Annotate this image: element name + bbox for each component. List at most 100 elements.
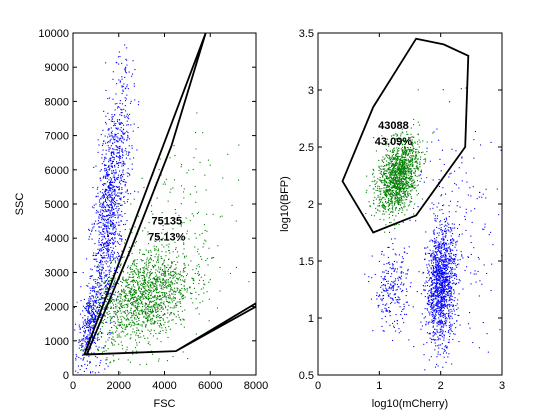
scatter-point bbox=[79, 369, 81, 371]
scatter-point bbox=[435, 302, 437, 304]
scatter-point bbox=[444, 255, 446, 257]
scatter-point bbox=[155, 306, 157, 308]
scatter-point bbox=[134, 290, 136, 292]
scatter-point bbox=[84, 332, 86, 334]
scatter-point bbox=[169, 277, 171, 279]
scatter-point bbox=[128, 319, 130, 321]
scatter-point bbox=[100, 333, 102, 335]
scatter-point bbox=[173, 268, 175, 270]
scatter-point bbox=[447, 239, 449, 241]
scatter-point bbox=[168, 291, 170, 293]
scatter-point bbox=[117, 195, 119, 197]
scatter-point bbox=[108, 269, 110, 271]
scatter-point bbox=[86, 342, 88, 344]
scatter-point bbox=[109, 193, 111, 195]
scatter-point bbox=[148, 311, 150, 313]
scatter-point bbox=[123, 83, 125, 85]
scatter-point bbox=[433, 304, 435, 306]
scatter-point bbox=[485, 197, 487, 199]
scatter-point bbox=[145, 311, 147, 313]
scatter-point bbox=[444, 236, 446, 238]
scatter-point bbox=[181, 164, 183, 166]
scatter-point bbox=[123, 133, 125, 135]
y-tick-label: 0 bbox=[63, 370, 69, 382]
scatter-point bbox=[174, 241, 176, 243]
scatter-point bbox=[473, 247, 475, 249]
scatter-point bbox=[105, 275, 107, 277]
scatter-point bbox=[434, 320, 436, 322]
scatter-point bbox=[433, 256, 435, 258]
scatter-point bbox=[193, 157, 195, 159]
scatter-point bbox=[165, 296, 167, 298]
scatter-point bbox=[148, 310, 150, 312]
scatter-point bbox=[133, 313, 135, 315]
scatter-point bbox=[138, 273, 140, 275]
scatter-point bbox=[186, 233, 188, 235]
scatter-point bbox=[442, 283, 444, 285]
scatter-point bbox=[160, 310, 162, 312]
scatter-point bbox=[98, 240, 100, 242]
scatter-point bbox=[432, 240, 434, 242]
scatter-point bbox=[438, 310, 440, 312]
scatter-point bbox=[402, 284, 404, 286]
scatter-point bbox=[437, 215, 439, 217]
scatter-point bbox=[130, 317, 132, 319]
scatter-point bbox=[125, 312, 127, 314]
scatter-point bbox=[119, 123, 121, 125]
scatter-point bbox=[118, 343, 120, 345]
scatter-point bbox=[453, 273, 455, 275]
scatter-point bbox=[156, 286, 158, 288]
scatter-point bbox=[113, 324, 115, 326]
scatter-point bbox=[440, 314, 442, 316]
scatter-point bbox=[111, 238, 113, 240]
scatter-point bbox=[153, 304, 155, 306]
scatter-point bbox=[200, 256, 202, 258]
scatter-point bbox=[117, 216, 119, 218]
scatter-point bbox=[116, 185, 118, 187]
scatter-point bbox=[444, 305, 446, 307]
scatter-point bbox=[104, 242, 106, 244]
scatter-point bbox=[157, 297, 159, 299]
scatter-point bbox=[104, 206, 106, 208]
scatter-point bbox=[83, 349, 85, 351]
scatter-point bbox=[91, 206, 93, 208]
scatter-point bbox=[144, 280, 146, 282]
scatter-point bbox=[103, 235, 105, 237]
scatter-point bbox=[147, 269, 149, 271]
scatter-point bbox=[391, 268, 393, 270]
scatter-point bbox=[126, 346, 128, 348]
scatter-point bbox=[451, 271, 453, 273]
scatter-point bbox=[158, 360, 160, 362]
scatter-point bbox=[426, 342, 428, 344]
scatter-point bbox=[111, 208, 113, 210]
scatter-point bbox=[142, 298, 144, 300]
scatter-point bbox=[393, 294, 395, 296]
scatter-point bbox=[98, 144, 100, 146]
scatter-point bbox=[100, 211, 102, 213]
scatter-point bbox=[453, 308, 455, 310]
scatter-point bbox=[441, 275, 443, 277]
scatter-point bbox=[438, 313, 440, 315]
scatter-point bbox=[432, 271, 434, 273]
scatter-point bbox=[118, 278, 120, 280]
scatter-point bbox=[98, 222, 100, 224]
scatter-point bbox=[452, 305, 454, 307]
scatter-point bbox=[170, 265, 172, 267]
scatter-point bbox=[83, 327, 85, 329]
scatter-point bbox=[405, 295, 407, 297]
scatter-point bbox=[106, 245, 108, 247]
scatter-point bbox=[152, 311, 154, 313]
scatter-point bbox=[445, 288, 447, 290]
scatter-point bbox=[425, 280, 427, 282]
scatter-point bbox=[448, 226, 450, 228]
scatter-point bbox=[110, 157, 112, 159]
scatter-point bbox=[92, 287, 94, 289]
scatter-point bbox=[448, 303, 450, 305]
scatter-point bbox=[472, 342, 474, 344]
scatter-point bbox=[97, 296, 99, 298]
scatter-point bbox=[93, 321, 95, 323]
scatter-point bbox=[124, 87, 126, 89]
scatter-point bbox=[128, 313, 130, 315]
scatter-point bbox=[106, 257, 108, 259]
